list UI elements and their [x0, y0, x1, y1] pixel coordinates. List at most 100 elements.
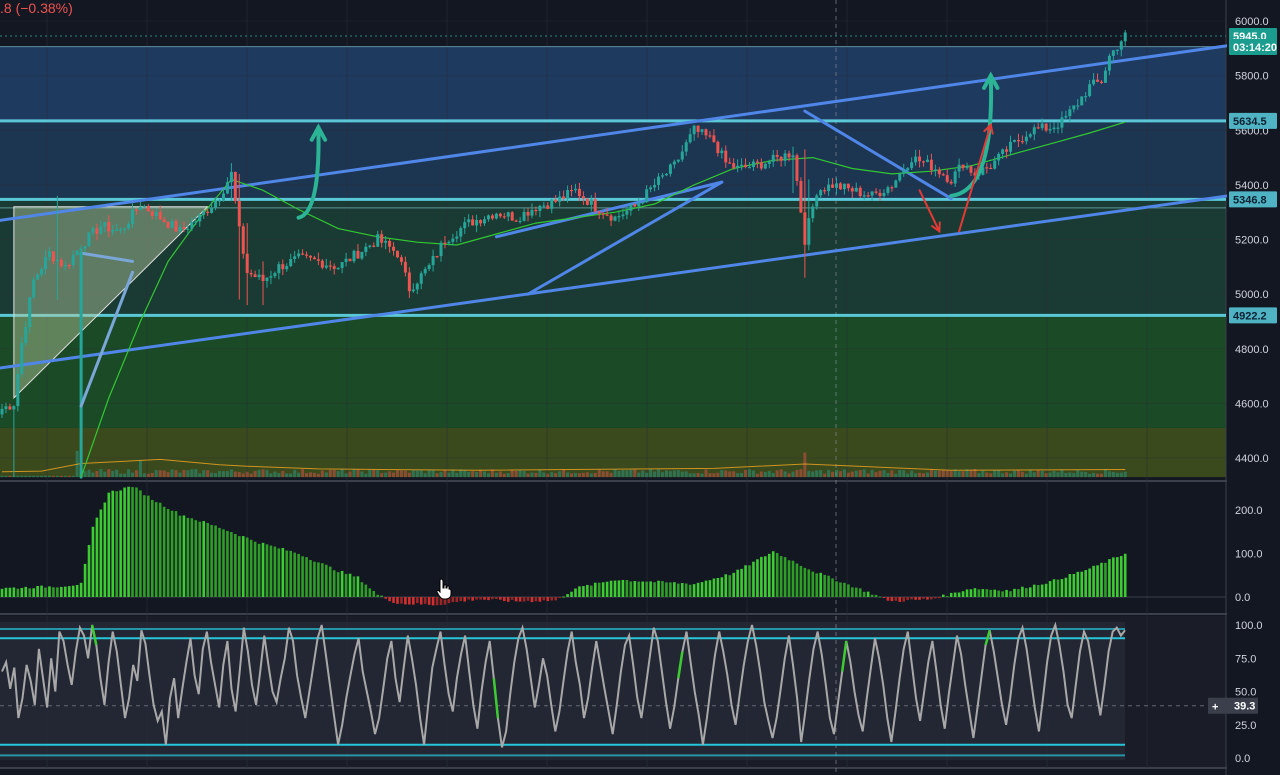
oscillator-bar	[760, 556, 763, 597]
volume-bar	[344, 473, 348, 478]
candle-body	[775, 154, 779, 157]
candle-body	[475, 220, 479, 226]
oscillator-bar	[36, 586, 39, 597]
oscillator-bar	[214, 525, 217, 597]
candle-body	[933, 169, 937, 171]
oscillator-bar	[621, 579, 625, 597]
oscillator-bar	[1080, 571, 1084, 597]
volume-bar	[273, 471, 277, 478]
candle-body	[269, 276, 273, 278]
volume-bar	[1103, 469, 1107, 478]
candle-body	[352, 250, 356, 262]
candle-body	[522, 211, 526, 221]
oscillator-bar	[238, 536, 241, 597]
oscillator-bar	[265, 544, 269, 597]
oscillator-bar	[1119, 555, 1123, 597]
oscillator-bar	[166, 509, 170, 597]
volume-bar	[506, 473, 510, 478]
volume-bar	[562, 469, 566, 478]
candle-body	[245, 253, 249, 273]
candle-body	[819, 190, 823, 196]
candle-body	[127, 223, 131, 229]
price-tick-label: 4800.0	[1235, 344, 1269, 356]
volume-bar	[63, 475, 67, 478]
candle-body	[1060, 117, 1064, 128]
price-tick-label: 5000.0	[1235, 289, 1269, 301]
candle-body	[194, 221, 198, 223]
oscillator-bar	[143, 495, 146, 597]
candle-body	[688, 134, 692, 143]
volume-bar	[989, 473, 993, 478]
volume-bar	[981, 470, 985, 478]
candle-body	[75, 250, 79, 256]
volume-bar	[577, 473, 581, 478]
volume-bar	[32, 475, 36, 478]
moving-average	[80, 121, 1126, 478]
oscillator-bar	[696, 582, 700, 597]
candle-body	[783, 153, 787, 161]
oscillator-bar	[162, 506, 166, 597]
oscillator-bar	[198, 521, 202, 597]
volume-bar	[380, 473, 384, 478]
volume-bar	[312, 472, 316, 478]
oscillator-bar	[249, 539, 253, 597]
axis-background	[1227, 0, 1280, 775]
oscillator-bar	[941, 594, 945, 597]
oscillator-bar	[218, 527, 221, 597]
candle-body	[692, 125, 696, 135]
candle-body	[898, 173, 902, 181]
oscillator-bar	[487, 597, 490, 601]
oscillator-bar	[317, 562, 320, 597]
oscillator-bar	[499, 597, 502, 600]
oscillator-bar	[107, 492, 111, 597]
candle-body	[922, 161, 926, 163]
volume-bar	[281, 470, 285, 478]
candle-body	[649, 187, 653, 190]
candle-body	[835, 183, 839, 188]
candle-body	[0, 408, 4, 415]
triangle-pattern	[13, 206, 209, 400]
oscillator-bar	[764, 556, 767, 597]
oscillator-bar	[1040, 584, 1044, 597]
candle-body	[1096, 79, 1100, 82]
volume-bar	[922, 473, 926, 478]
candle-body	[530, 209, 534, 216]
volume-bar	[554, 473, 558, 478]
candle-body	[676, 159, 680, 162]
volume-bar	[771, 472, 775, 478]
volume-bar	[997, 469, 1001, 478]
oscillator-bar	[301, 556, 304, 597]
candle-body	[411, 289, 415, 292]
candle-body	[866, 195, 870, 197]
volume-bar	[146, 473, 150, 478]
oscillator-bar	[230, 531, 233, 597]
volume-bar	[293, 469, 297, 478]
volume-bar	[854, 470, 858, 478]
drawing-tools	[0, 44, 1230, 479]
volume-bar	[1028, 469, 1032, 478]
candle-body	[483, 219, 487, 224]
oscillator-bar	[633, 581, 637, 597]
candle-body	[214, 200, 218, 208]
oscillator-bar	[190, 518, 194, 597]
candle-body	[593, 199, 597, 212]
oscillator-bar	[257, 543, 261, 597]
candle-body	[763, 163, 767, 169]
volume-bar	[51, 475, 55, 478]
stochastic-tick-label: 50.0	[1235, 687, 1256, 699]
candle-body	[1099, 81, 1103, 83]
candle-body	[732, 163, 736, 168]
candle-body	[1088, 84, 1092, 97]
oscillator-bar	[20, 587, 24, 597]
candle-body	[36, 274, 40, 280]
oscillator-bar	[645, 581, 648, 597]
crosshair-value-label: 39.3	[1234, 701, 1255, 713]
candle-body	[914, 156, 918, 163]
oscillator-bar	[649, 581, 652, 597]
oscillator-bar	[858, 588, 862, 597]
volume-bar	[716, 472, 720, 478]
volume-bar	[332, 469, 336, 478]
oscillator-bar	[1100, 562, 1103, 597]
volume-bar	[415, 470, 419, 478]
